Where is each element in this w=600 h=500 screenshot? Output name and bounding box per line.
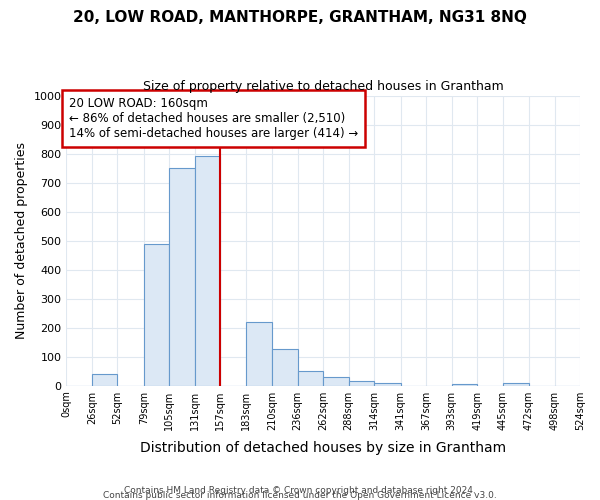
Text: Contains public sector information licensed under the Open Government Licence v3: Contains public sector information licen…: [103, 491, 497, 500]
Bar: [323, 377, 349, 386]
Bar: [272, 350, 298, 386]
X-axis label: Distribution of detached houses by size in Grantham: Distribution of detached houses by size …: [140, 441, 506, 455]
Text: 20 LOW ROAD: 160sqm
← 86% of detached houses are smaller (2,510)
14% of semi-det: 20 LOW ROAD: 160sqm ← 86% of detached ho…: [69, 97, 358, 140]
Bar: [246, 322, 272, 386]
Text: 20, LOW ROAD, MANTHORPE, GRANTHAM, NG31 8NQ: 20, LOW ROAD, MANTHORPE, GRANTHAM, NG31 …: [73, 10, 527, 25]
Title: Size of property relative to detached houses in Grantham: Size of property relative to detached ho…: [143, 80, 503, 93]
Bar: [374, 383, 401, 386]
Bar: [503, 384, 529, 386]
Text: Contains HM Land Registry data © Crown copyright and database right 2024.: Contains HM Land Registry data © Crown c…: [124, 486, 476, 495]
Bar: [144, 244, 169, 386]
Bar: [195, 156, 220, 386]
Bar: [349, 382, 374, 386]
Bar: [298, 371, 323, 386]
Bar: [452, 384, 477, 386]
Bar: [92, 374, 118, 386]
Bar: [169, 168, 195, 386]
Y-axis label: Number of detached properties: Number of detached properties: [15, 142, 28, 339]
